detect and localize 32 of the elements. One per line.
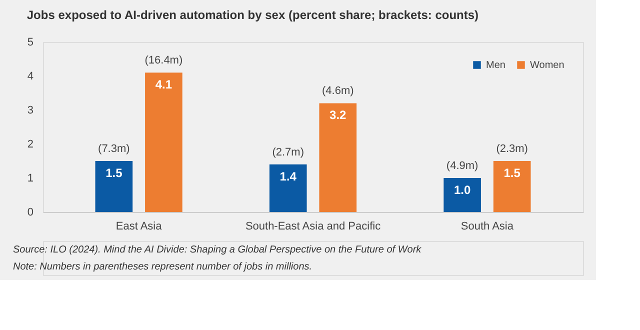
y-tick-label: 5 [27, 36, 34, 48]
x-tick-label: South Asia [460, 220, 514, 232]
y-tick-label: 1 [27, 172, 34, 184]
legend-label: Men [486, 60, 506, 71]
bar [95, 161, 133, 212]
source-note: Source: ILO (2024). Mind the AI Divide: Shaping a Global Perspective on the Future of Work [13, 244, 422, 256]
y-tick-label: 0 [27, 206, 34, 218]
bar [319, 103, 357, 212]
y-tick-label: 4 [27, 70, 34, 82]
data-label: 1.5 [504, 166, 521, 180]
data-label: 4.1 [155, 78, 172, 92]
bar [493, 161, 531, 212]
annotation: (16.4m) [144, 54, 183, 67]
data-label: 3.2 [330, 108, 347, 122]
data-label: 1.4 [280, 169, 297, 184]
annotation: (7.3m) [98, 143, 130, 155]
y-tick-label: 3 [27, 104, 34, 116]
x-tick-label: East Asia [116, 220, 163, 232]
data-label: 1.0 [454, 183, 471, 197]
annotation: (4.9m) [446, 160, 478, 172]
y-tick-label: 2 [27, 138, 34, 150]
bar [444, 178, 481, 212]
annotation: (4.6m) [322, 85, 354, 98]
bar [145, 72, 182, 212]
annotation: (2.7m) [272, 146, 304, 158]
annotation: (2.3m) [496, 143, 528, 155]
legend-label: Women [530, 60, 564, 71]
chart-title: Jobs exposed to AI-driven automation by sex (percent share; brackets: counts) [26, 8, 479, 22]
text: Note: Numbers in parentheses represent number of jobs in millions. [13, 262, 312, 272]
data-label: 1.5 [106, 166, 123, 180]
x-tick-label: South-East Asia and Pacific [245, 220, 382, 232]
bar [269, 164, 307, 212]
